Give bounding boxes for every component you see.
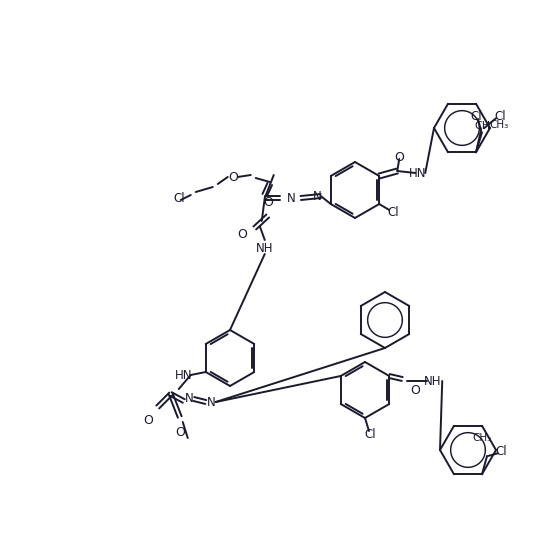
Text: O: O [263, 195, 273, 208]
Text: CH₃: CH₃ [473, 433, 492, 444]
Text: CH₃: CH₃ [489, 120, 509, 130]
Text: N: N [286, 192, 295, 204]
Text: CH: CH [474, 122, 490, 131]
Text: Cl: Cl [173, 192, 185, 204]
Text: O: O [228, 170, 238, 184]
Text: HN: HN [409, 166, 426, 180]
Text: O: O [410, 385, 420, 398]
Text: Cl: Cl [495, 445, 507, 458]
Text: N: N [313, 189, 321, 203]
Text: N: N [184, 393, 193, 405]
Text: NH: NH [256, 241, 273, 254]
Text: O: O [143, 413, 153, 427]
Text: Cl: Cl [387, 206, 399, 218]
Text: Cl: Cl [494, 110, 506, 123]
Text: O: O [175, 426, 185, 438]
Text: NH: NH [424, 375, 441, 388]
Text: HN: HN [175, 368, 192, 381]
Text: N: N [206, 395, 215, 408]
Text: Cl: Cl [364, 427, 376, 441]
Text: Cl: Cl [470, 110, 482, 123]
Text: O: O [237, 227, 246, 240]
Text: O: O [394, 151, 404, 164]
